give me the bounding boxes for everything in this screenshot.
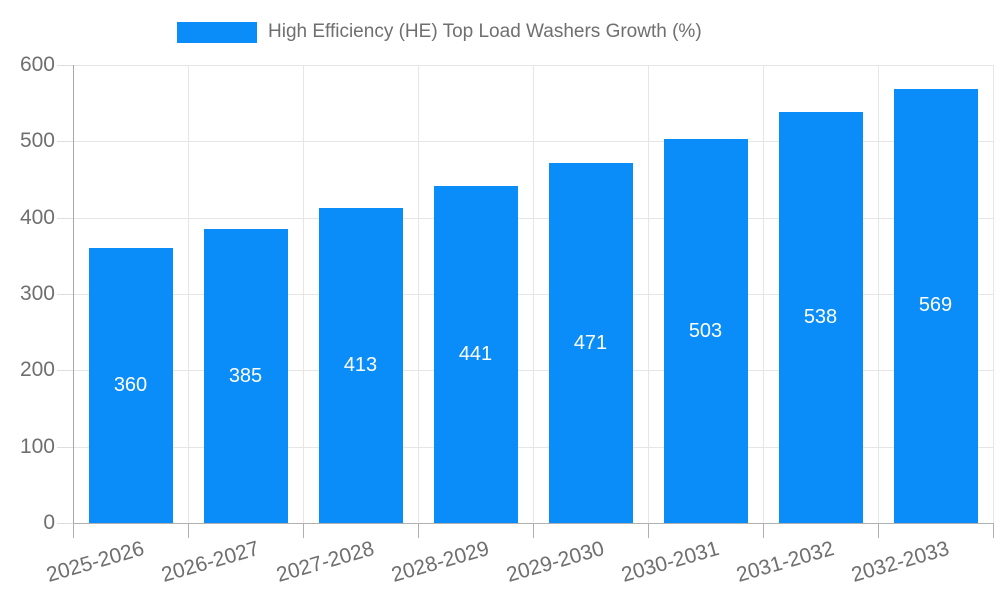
- bar-value-label: 569: [918, 294, 953, 317]
- bar-2029-2030[interactable]: 471: [548, 163, 633, 523]
- bar-value-label: 360: [113, 374, 148, 397]
- bar-2025-2026[interactable]: 360: [88, 248, 173, 523]
- y-axis-tick-label: 300: [19, 282, 55, 305]
- x-axis-category-label: 2028-2029: [388, 537, 492, 587]
- bar-value-label: 441: [458, 343, 493, 366]
- y-axis: 0 100 200 300 400 500 600: [0, 54, 55, 534]
- y-tick-mark: [57, 294, 73, 295]
- v-gridline: [763, 65, 764, 523]
- x-axis-category-label: 2029-2030: [503, 537, 607, 587]
- legend[interactable]: High Efficiency (HE) Top Load Washers Gr…: [177, 21, 702, 43]
- plot-area: 360 385 413 441 471 503 538 569: [57, 65, 994, 538]
- x-tick-mark: [763, 523, 764, 538]
- x-tick-mark: [303, 523, 304, 538]
- bar-2027-2028[interactable]: 413: [318, 207, 403, 523]
- x-tick-mark: [533, 523, 534, 538]
- y-tick-mark: [57, 446, 73, 448]
- y-axis-tick-label: 100: [19, 434, 55, 458]
- x-tick-mark: [188, 523, 189, 538]
- y-tick-mark: [57, 217, 73, 219]
- x-axis-category-label: 2031-2032: [733, 537, 837, 587]
- y-axis-tick-label: 600: [19, 53, 55, 76]
- y-tick-mark: [57, 141, 73, 143]
- x-axis-category-label: 2026-2027: [158, 537, 262, 587]
- x-axis-category-label: 2030-2031: [618, 537, 722, 587]
- x-tick-mark: [878, 523, 879, 538]
- bar-2031-2032[interactable]: 538: [778, 112, 863, 523]
- v-gridline: [303, 65, 304, 523]
- bar-value-label: 471: [573, 331, 608, 354]
- y-tick-mark: [57, 370, 73, 372]
- y-tick-mark: [57, 523, 73, 524]
- v-gridline: [418, 65, 419, 523]
- bar-2026-2027[interactable]: 385: [203, 229, 288, 523]
- x-tick-mark: [73, 523, 74, 538]
- y-axis-tick-label: 400: [19, 205, 55, 229]
- x-axis-category-label: 2032-2033: [848, 537, 952, 587]
- v-gridline: [993, 65, 994, 523]
- legend-label: High Efficiency (HE) Top Load Washers Gr…: [268, 21, 702, 42]
- bar-2030-2031[interactable]: 503: [663, 139, 748, 523]
- bar-2032-2033[interactable]: 569: [893, 88, 978, 523]
- x-tick-mark: [648, 523, 649, 538]
- x-axis-baseline: [73, 523, 993, 524]
- x-axis-category-label: 2027-2028: [273, 537, 377, 587]
- x-tick-mark: [993, 523, 994, 538]
- bar-2028-2029[interactable]: 441: [433, 186, 518, 523]
- y-tick-mark: [57, 65, 73, 66]
- bar-value-label: 413: [343, 353, 378, 376]
- y-axis-line: [73, 65, 74, 523]
- x-axis-category-label: 2025-2026: [43, 537, 147, 587]
- v-gridline: [533, 65, 534, 523]
- x-tick-mark: [418, 523, 419, 538]
- bar-value-label: 503: [688, 319, 723, 342]
- y-axis-tick-label: 200: [19, 358, 55, 382]
- bar-value-label: 538: [803, 306, 838, 329]
- v-gridline: [878, 65, 879, 523]
- legend-swatch: [177, 21, 257, 43]
- y-axis-tick-label: 0: [43, 511, 55, 534]
- y-axis-tick-label: 500: [19, 129, 55, 153]
- bar-value-label: 385: [228, 364, 263, 387]
- v-gridline: [648, 65, 649, 523]
- v-gridline: [188, 65, 189, 523]
